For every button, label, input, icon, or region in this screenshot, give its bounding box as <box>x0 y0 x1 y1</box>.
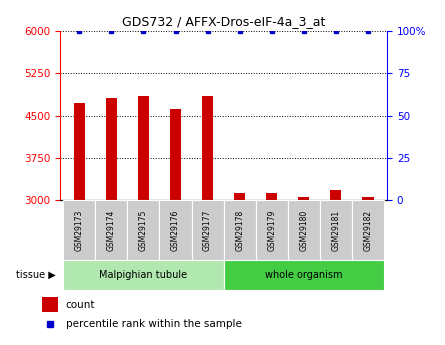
Bar <box>330 190 341 200</box>
Bar <box>42 297 58 312</box>
Text: GSM29175: GSM29175 <box>139 210 148 251</box>
Bar <box>74 103 85 200</box>
Text: count: count <box>66 300 95 310</box>
Bar <box>63 200 95 260</box>
Text: whole organism: whole organism <box>265 270 343 280</box>
Bar <box>352 200 384 260</box>
Text: GSM29181: GSM29181 <box>332 210 340 251</box>
Text: GSM29174: GSM29174 <box>107 210 116 251</box>
Bar <box>127 200 159 260</box>
Text: GSM29179: GSM29179 <box>267 210 276 251</box>
Text: GSM29173: GSM29173 <box>75 210 84 251</box>
Bar <box>224 260 384 290</box>
Text: percentile rank within the sample: percentile rank within the sample <box>66 319 242 329</box>
Bar <box>266 193 277 200</box>
Bar <box>362 197 373 200</box>
Bar <box>288 200 320 260</box>
Bar <box>138 96 149 200</box>
Text: tissue ▶: tissue ▶ <box>16 270 56 280</box>
Text: GSM29182: GSM29182 <box>364 210 372 251</box>
Bar <box>159 200 191 260</box>
Bar <box>234 193 245 200</box>
Bar <box>63 260 224 290</box>
Bar <box>170 109 181 200</box>
Text: GSM29176: GSM29176 <box>171 210 180 251</box>
Text: GSM29177: GSM29177 <box>203 210 212 251</box>
Bar <box>320 200 352 260</box>
Bar <box>191 200 224 260</box>
Title: GDS732 / AFFX-Dros-eIF-4a_3_at: GDS732 / AFFX-Dros-eIF-4a_3_at <box>122 16 325 29</box>
Bar <box>224 200 256 260</box>
Bar <box>202 96 213 200</box>
Bar <box>298 197 309 200</box>
Text: GSM29180: GSM29180 <box>299 210 308 251</box>
Bar <box>95 200 127 260</box>
Bar <box>106 98 117 200</box>
Bar <box>256 200 288 260</box>
Text: Malpighian tubule: Malpighian tubule <box>99 270 187 280</box>
Text: GSM29178: GSM29178 <box>235 210 244 251</box>
